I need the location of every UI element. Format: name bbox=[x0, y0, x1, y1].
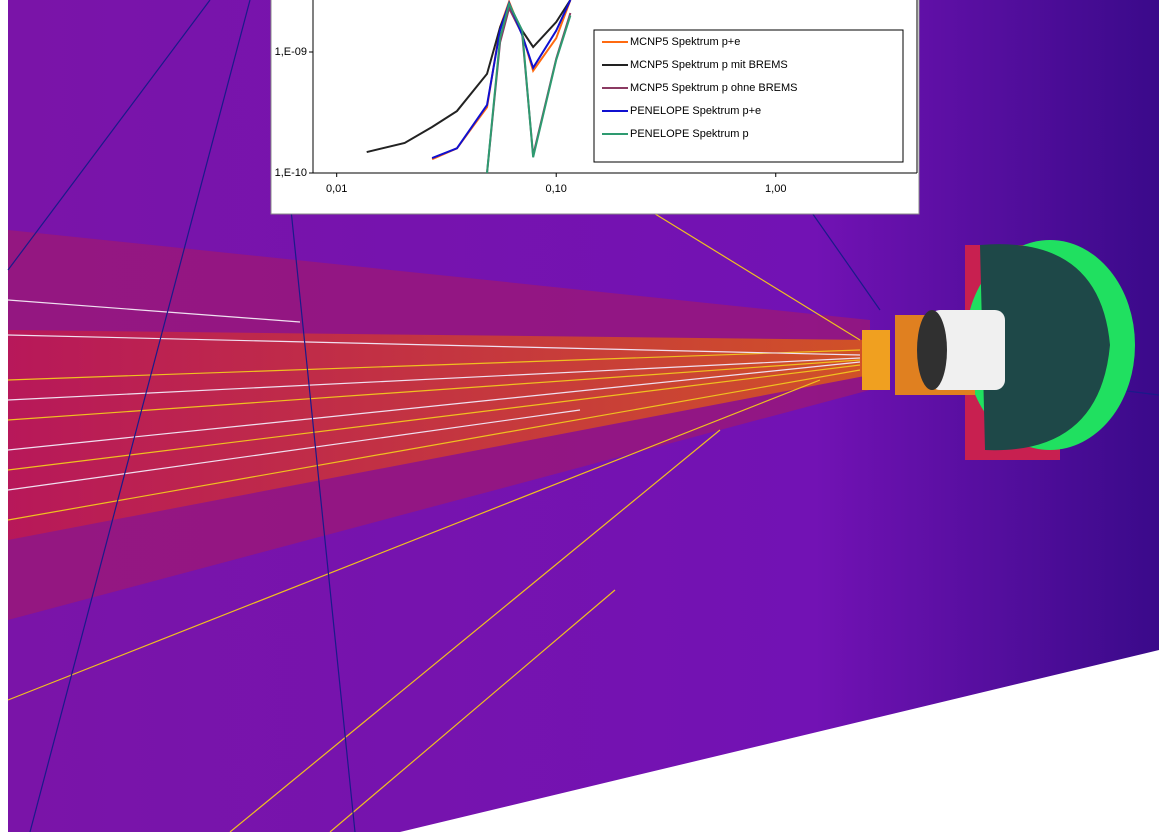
source bbox=[862, 330, 890, 390]
legend-label: MCNP5 Spektrum p ohne BREMS bbox=[630, 82, 798, 94]
legend-label: PENELOPE Spektrum p+e bbox=[630, 105, 761, 117]
crystal-face bbox=[917, 310, 947, 390]
y-tick-label: 1,E-10 bbox=[275, 167, 307, 179]
page: 1,E-10 1,E-09 0,01 0,10 1,00 MCNP5 Spektrum p… bbox=[0, 0, 1159, 837]
legend-label: PENELOPE Spektrum p bbox=[630, 128, 749, 140]
x-tick-label: 0,01 bbox=[326, 183, 347, 195]
x-tick-label: 1,00 bbox=[765, 183, 786, 195]
legend bbox=[594, 30, 903, 162]
legend-label: MCNP5 Spektrum p+e bbox=[630, 36, 740, 48]
legend-label: MCNP5 Spektrum p mit BREMS bbox=[630, 59, 788, 71]
y-tick-label: 1,E-09 bbox=[275, 46, 307, 58]
x-tick-label: 0,10 bbox=[546, 183, 567, 195]
scene: 1,E-10 1,E-09 0,01 0,10 1,00 MCNP5 Spektrum p… bbox=[0, 0, 1159, 832]
